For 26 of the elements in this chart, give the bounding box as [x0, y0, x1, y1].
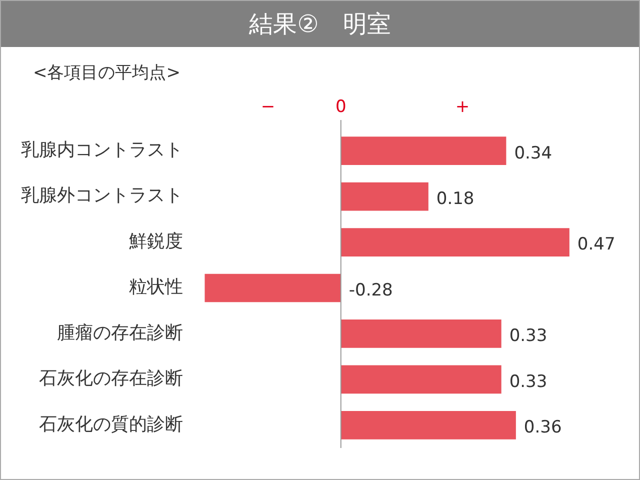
- bar: [340, 365, 502, 394]
- y-tick-label: 鮮鋭度: [129, 230, 183, 252]
- data-label: 0.33: [509, 372, 548, 392]
- data-label: 0.34: [514, 143, 552, 164]
- y-tick-label: 石灰化の存在診断: [39, 368, 183, 390]
- bar: [340, 228, 570, 256]
- y-tick-label: 石灰化の質的診断: [39, 414, 183, 435]
- bar: [340, 136, 506, 166]
- chart-subtitle: <各項目の平均点>: [33, 62, 182, 84]
- chart-title: 結果② 明室: [1, 1, 639, 47]
- bar: [340, 410, 516, 440]
- bar: [340, 182, 428, 211]
- data-label: 0.18: [436, 188, 474, 209]
- y-tick-label: 腫瘤の存在診断: [57, 322, 183, 344]
- bar: [204, 274, 341, 302]
- data-label: -0.28: [348, 280, 393, 300]
- y-tick-label: 乳腺外コントラスト: [21, 185, 183, 206]
- text: +: [455, 96, 470, 117]
- data-label: 0.36: [524, 418, 562, 438]
- y-tick-label: 粒状性: [129, 276, 183, 298]
- y-tick-label: 乳腺内コントラスト: [21, 140, 183, 161]
- data-label: 0.47: [577, 234, 616, 255]
- ref-line-label: 0: [335, 96, 346, 117]
- text: −: [260, 96, 276, 117]
- bar: [340, 320, 502, 348]
- data-label: 0.33: [509, 326, 548, 346]
